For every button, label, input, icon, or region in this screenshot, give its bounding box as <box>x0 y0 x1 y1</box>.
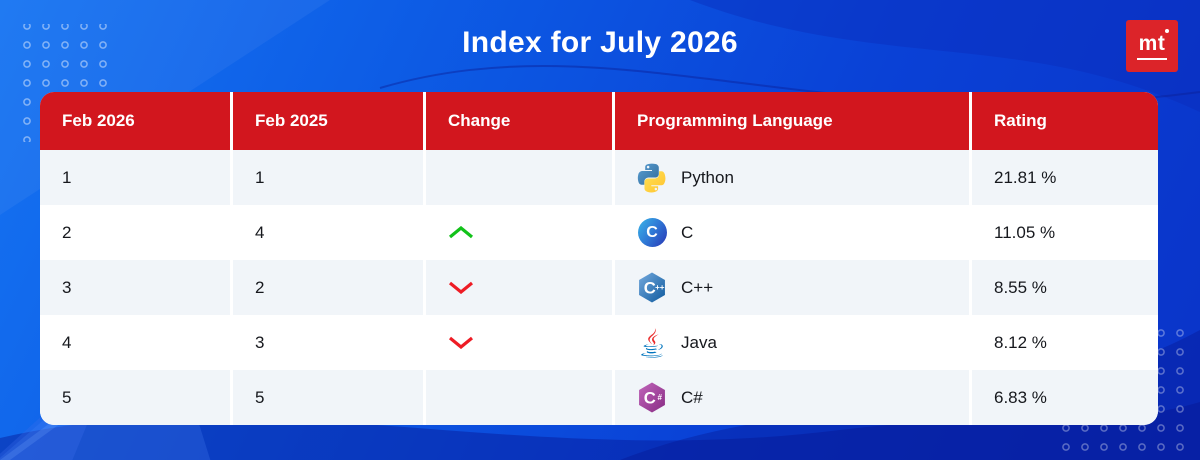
cell-language: C C <box>615 205 969 260</box>
cell-rating: 8.55 % <box>972 260 1158 315</box>
cell-rank-2026: 5 <box>40 370 230 425</box>
cell-rating: 11.05 % <box>972 205 1158 260</box>
cell-rank-2025: 2 <box>233 260 423 315</box>
up-arrow-icon <box>448 226 474 239</box>
cell-language: C ++ C++ <box>615 260 969 315</box>
java-icon <box>637 327 667 358</box>
csharp-icon: C # <box>637 382 667 413</box>
cell-rating: 21.81 % <box>972 150 1158 205</box>
cell-rank-2025: 4 <box>233 205 423 260</box>
down-arrow-icon <box>448 336 474 349</box>
language-name: C <box>681 222 694 242</box>
down-arrow-icon <box>448 281 474 294</box>
python-icon <box>637 163 667 193</box>
cell-language: C # C# <box>615 370 969 425</box>
cell-rank-2025: 3 <box>233 315 423 370</box>
brand-logo: mt <box>1126 20 1178 72</box>
language-name: Java <box>681 332 717 352</box>
cell-rank-2026: 3 <box>40 260 230 315</box>
language-name: Python <box>681 167 734 187</box>
svg-text:++: ++ <box>655 283 665 292</box>
c-icon: C <box>637 218 667 248</box>
page-title: Index for July 2026 <box>462 26 738 59</box>
cell-change <box>426 150 612 205</box>
cell-rating: 6.83 % <box>972 370 1158 425</box>
svg-text:C: C <box>644 278 656 297</box>
svg-text:C: C <box>644 388 656 407</box>
brand-logo-text: mt <box>1136 28 1169 60</box>
index-table: Feb 2026 Feb 2025 Change Programming Lan… <box>40 92 1158 425</box>
cell-change <box>426 315 612 370</box>
column-header-language: Programming Language <box>615 92 969 150</box>
column-header-feb-2025: Feb 2025 <box>233 92 423 150</box>
cell-rating: 8.12 % <box>972 315 1158 370</box>
language-name: C# <box>681 387 703 407</box>
svg-text:#: # <box>658 393 663 402</box>
cell-rank-2025: 1 <box>233 150 423 205</box>
cell-change <box>426 205 612 260</box>
cell-change <box>426 370 612 425</box>
cell-rank-2026: 2 <box>40 205 230 260</box>
cell-language: Python <box>615 150 969 205</box>
cell-language: Java <box>615 315 969 370</box>
cell-change <box>426 260 612 315</box>
cell-rank-2026: 4 <box>40 315 230 370</box>
cell-rank-2025: 5 <box>233 370 423 425</box>
column-header-feb-2026: Feb 2026 <box>40 92 230 150</box>
language-name: C++ <box>681 277 714 297</box>
column-header-rating: Rating <box>972 92 1158 150</box>
column-header-change: Change <box>426 92 612 150</box>
cell-rank-2026: 1 <box>40 150 230 205</box>
cpp-icon: C ++ <box>637 272 667 303</box>
